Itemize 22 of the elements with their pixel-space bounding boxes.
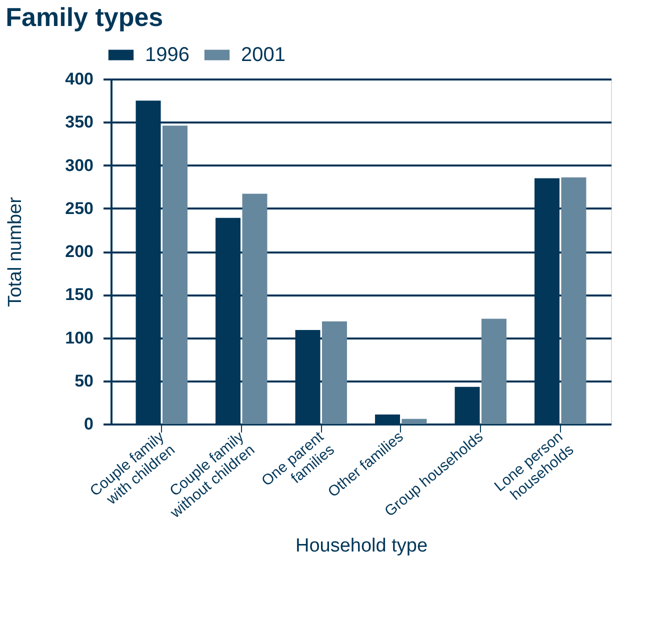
- y-tick-label: 300: [65, 156, 94, 175]
- bar: [561, 177, 586, 424]
- bar: [481, 318, 506, 424]
- y-tick-label: 200: [65, 242, 94, 261]
- bar: [375, 414, 400, 424]
- chart-title: Family types: [6, 2, 164, 32]
- bar: [242, 194, 268, 424]
- y-tick-label: 50: [74, 371, 94, 390]
- y-tick-label: 250: [65, 198, 94, 218]
- bar: [402, 418, 427, 424]
- legend-label: 1996: [145, 44, 190, 66]
- bar: [322, 321, 347, 424]
- y-tick-label: 0: [84, 414, 94, 434]
- bar: [454, 386, 480, 424]
- legend-label: 2001: [241, 44, 286, 66]
- y-axis-title: Total number: [5, 196, 26, 307]
- y-tick-label: 150: [65, 285, 94, 304]
- bar: [162, 126, 188, 424]
- y-tick-label: 350: [65, 112, 94, 132]
- y-tick-label: 100: [65, 328, 94, 348]
- x-axis-title: Household type: [295, 536, 428, 557]
- y-tick-label: 400: [65, 70, 94, 88]
